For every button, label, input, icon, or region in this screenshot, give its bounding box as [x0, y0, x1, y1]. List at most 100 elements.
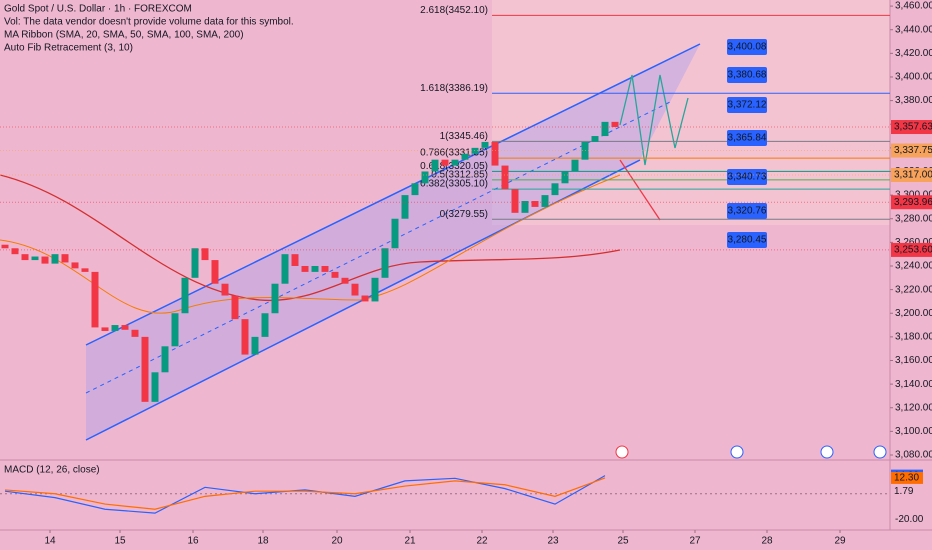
candle	[231, 295, 239, 320]
candle	[291, 254, 299, 266]
candle	[91, 271, 99, 328]
candle	[311, 265, 319, 272]
candle	[501, 165, 509, 190]
target-box	[727, 97, 767, 113]
candle	[11, 248, 19, 255]
fib-label: 0(3279.55)	[440, 209, 488, 220]
candle	[211, 260, 219, 284]
candle	[341, 277, 349, 284]
y-tick-label: 3,280.00	[895, 213, 932, 224]
price-badge	[891, 195, 932, 210]
candle	[601, 121, 609, 137]
candle	[121, 325, 129, 330]
x-tick-label: 21	[404, 536, 416, 547]
candle	[241, 319, 249, 355]
target-label: 3,380.68	[728, 70, 767, 81]
x-tick-label: 22	[476, 536, 488, 547]
candle	[391, 218, 399, 249]
macd-title: MACD (12, 26, close)	[4, 465, 100, 476]
candle	[371, 277, 379, 302]
candle	[181, 277, 189, 314]
fib-label: 0.786(3331.35)	[420, 148, 488, 159]
candle	[61, 254, 69, 263]
target-box	[727, 169, 767, 185]
price-badge	[891, 143, 932, 158]
candle	[401, 195, 409, 219]
candle	[611, 121, 619, 128]
price-badge-label: 3,337.75	[894, 145, 932, 156]
projection	[619, 74, 689, 166]
candle	[21, 254, 29, 261]
candle	[321, 265, 329, 272]
macd-badge-label: 1.79	[894, 486, 914, 497]
candle	[191, 248, 199, 278]
x-tick-label: 14	[44, 536, 56, 547]
target-label: 3,400.08	[728, 42, 767, 53]
y-tick-label: 3,160.00	[895, 355, 932, 366]
price-badge-label: 3,253.60	[894, 245, 932, 256]
projection	[619, 159, 661, 221]
candle	[261, 313, 269, 337]
x-tick-label: 16	[187, 536, 199, 547]
y-tick-label: 3,100.00	[895, 426, 932, 437]
candle	[461, 153, 469, 160]
target-label: 3,320.76	[728, 206, 767, 217]
price-badge-label: 3,357.63	[894, 122, 932, 133]
candle	[421, 171, 429, 184]
candle	[71, 262, 79, 269]
macd-badge	[891, 471, 923, 484]
candle	[561, 171, 569, 184]
legend-line: MA Ribbon (SMA, 20, SMA, 50, SMA, 100, S…	[4, 30, 244, 41]
candle	[481, 141, 489, 148]
legend-symbol: Gold Spot / U.S. Dollar · 1h · FOREXCOM	[4, 4, 192, 15]
target-box	[727, 232, 767, 248]
x-tick-label: 25	[617, 536, 629, 547]
y-tick-label: 3,120.00	[895, 402, 932, 413]
candle	[171, 313, 179, 347]
price-badge	[891, 120, 932, 135]
candle	[351, 283, 359, 296]
y-tick-label: 3,460.00	[895, 1, 932, 12]
candle	[521, 201, 529, 213]
candle	[251, 336, 259, 355]
y-tick-label: 3,400.00	[895, 72, 932, 83]
x-tick-label: 20	[331, 536, 343, 547]
candle	[381, 248, 389, 278]
target-label: 3,280.45	[728, 235, 767, 246]
y-tick-label: 3,420.00	[895, 48, 932, 59]
target-box	[727, 130, 767, 146]
candle	[411, 183, 419, 196]
legend-line: Auto Fib Retracement (3, 10)	[4, 43, 133, 54]
candle	[591, 136, 599, 142]
candle	[551, 183, 559, 196]
price-badge	[891, 242, 932, 257]
y-tick-label: 3,240.00	[895, 261, 932, 272]
candle	[451, 159, 459, 166]
candle	[201, 248, 209, 261]
target-box	[727, 203, 767, 219]
x-tick-label: 18	[257, 536, 269, 547]
fib-label: 1(3345.46)	[440, 131, 488, 142]
candle	[131, 329, 139, 337]
candle	[161, 346, 169, 373]
candle	[531, 201, 539, 207]
price-badge-label: 3,293.96	[894, 197, 932, 208]
fib-label: 1.618(3386.19)	[420, 83, 488, 94]
y-tick-label: 3,380.00	[895, 95, 932, 106]
x-tick-label: 27	[689, 536, 701, 547]
candle	[51, 254, 59, 264]
x-tick-label: 23	[547, 536, 559, 547]
candle	[81, 268, 89, 272]
macd-badge-label: 12.30	[894, 473, 919, 484]
target-label: 3,372.12	[728, 100, 767, 111]
candle	[271, 283, 279, 314]
candle	[541, 195, 549, 207]
fib-label: 2.618(3452.10)	[420, 5, 488, 16]
candle	[511, 189, 519, 213]
candle	[491, 141, 499, 166]
candle	[571, 159, 579, 172]
legend-line: Vol: The data vendor doesn't provide vol…	[4, 17, 294, 28]
ma-line	[0, 174, 621, 302]
candle	[331, 271, 339, 278]
candle	[111, 325, 119, 331]
